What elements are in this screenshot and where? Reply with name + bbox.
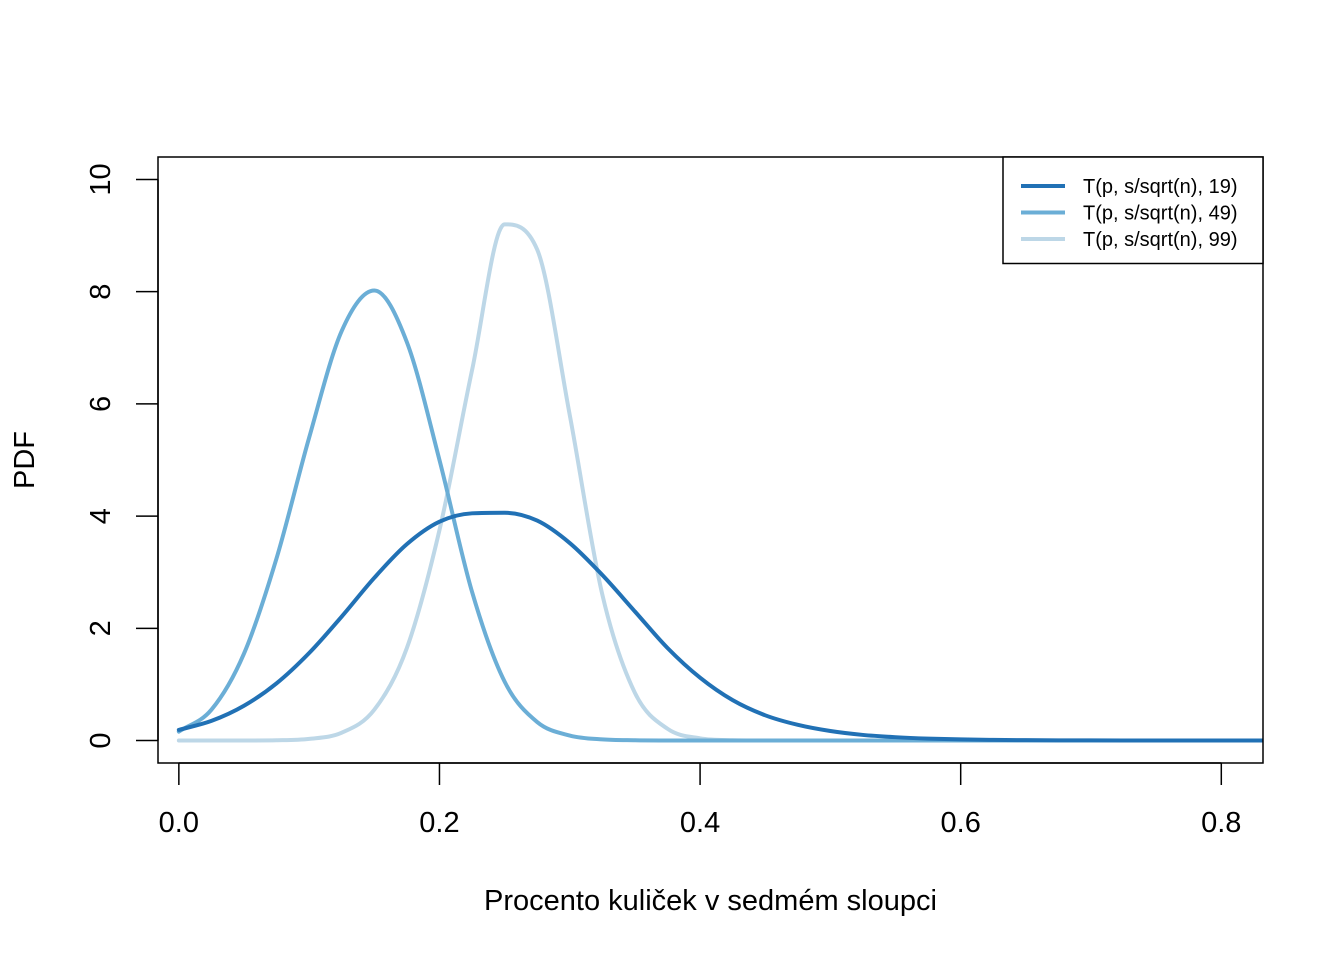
y-tick-label: 8 — [85, 284, 117, 300]
x-tick-label: 0.4 — [680, 807, 720, 839]
plot-frame — [157, 156, 1264, 764]
x-axis-title: Procento kuliček v sedmém sloupci — [484, 885, 937, 917]
y-tick-label: 0 — [85, 732, 117, 748]
legend-label: T(p, s/sqrt(n), 99) — [1083, 229, 1237, 251]
x-tick-label: 0.2 — [419, 807, 459, 839]
series-layer — [176, 222, 1263, 743]
y-tick-label: 2 — [85, 620, 117, 636]
legend-label: T(p, s/sqrt(n), 49) — [1083, 203, 1237, 225]
y-tick-label: 4 — [85, 508, 117, 524]
legend-label: T(p, s/sqrt(n), 19) — [1083, 176, 1237, 198]
y-tick-label: 6 — [85, 396, 117, 412]
legend: T(p, s/sqrt(n), 19) T(p, s/sqrt(n), 49) T(… — [1002, 156, 1264, 265]
series-line-1 — [176, 510, 1263, 743]
y-axis-title: PDF — [9, 431, 41, 489]
x-tick-label: 0.8 — [1201, 807, 1241, 839]
x-tick-label: 0.6 — [941, 807, 981, 839]
y-tick-label: 10 — [85, 163, 117, 195]
x-tick-label: 0.0 — [159, 807, 199, 839]
legend-box — [1002, 156, 1264, 265]
